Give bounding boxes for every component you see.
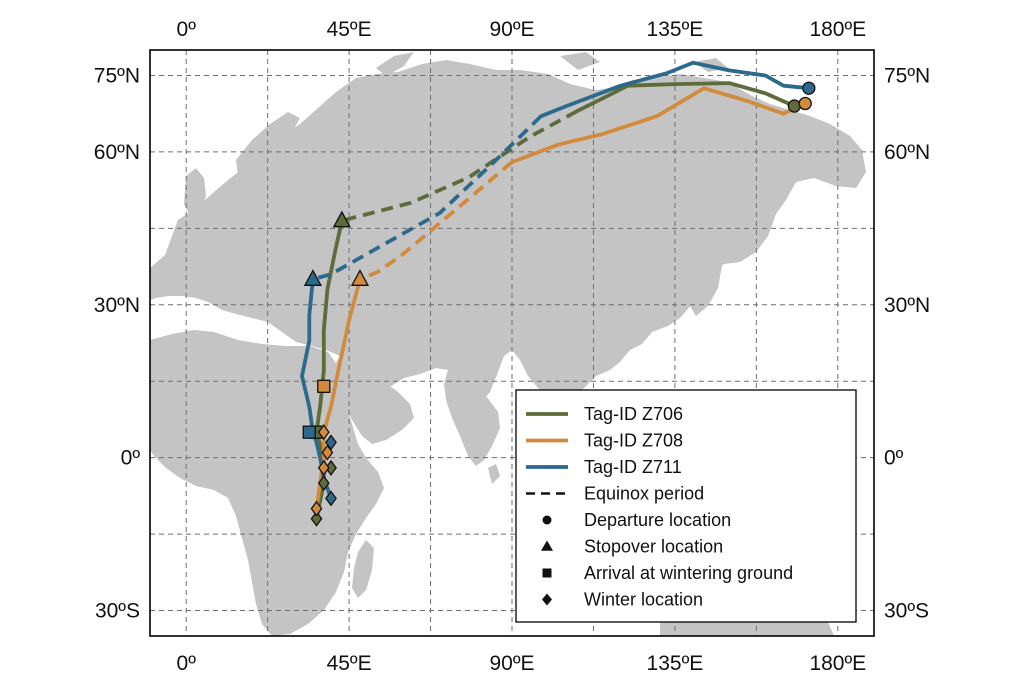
tag-id-z708-winter-marker [317, 424, 330, 441]
tag-id-z706-track [575, 81, 797, 113]
right-latitude-label: 0º [884, 447, 904, 470]
legend-label: Tag-ID Z706 [584, 404, 683, 424]
tag-id-z706-equinox-track [341, 109, 579, 223]
left-latitude-label: 75ºN [94, 64, 140, 87]
legend-label: Arrival at wintering ground [584, 563, 793, 583]
bottom-longitude-label: 90ºE [489, 652, 534, 675]
bottom-longitude-label: 0º [177, 652, 197, 675]
bottom-longitude-label: 45ºE [327, 652, 372, 675]
sri-lanka-landmass [488, 464, 500, 484]
tag-id-z708-equinox-track [359, 160, 514, 282]
tag-id-z711-equinox-track [312, 114, 543, 282]
tag-id-z708-winter-marker [317, 459, 330, 476]
plot-frame [149, 49, 875, 637]
tag-id-z708-stopover-marker [350, 269, 370, 286]
arabia-landmass [334, 356, 414, 444]
legend-circle-symbol [542, 515, 552, 525]
right-latitude-label: 30ºN [884, 294, 930, 317]
tag-id-z711-departure-marker [802, 81, 816, 95]
legend-label: Tag-ID Z711 [584, 457, 682, 477]
left-latitude-label: 60ºN [94, 141, 140, 164]
severnaya-zemlya-landmass [560, 52, 600, 70]
legend-triangle-symbol [541, 540, 553, 551]
right-latitude-label: 60ºN [884, 141, 930, 164]
legend-label: Winter location [584, 590, 703, 610]
left-latitude-label: 30ºN [94, 294, 140, 317]
india-landmass [444, 370, 500, 466]
top-longitude-label: 90ºE [489, 18, 534, 41]
legend: Tag-ID Z706 Tag-ID Z708 Tag-ID Z711 Equinox… [515, 389, 857, 623]
novaya-zemlya-landmass [376, 52, 414, 76]
top-longitude-label: 135ºE [647, 18, 704, 41]
eurasia-landmass [150, 60, 866, 404]
madagascar-landmass [352, 540, 374, 598]
japan-landmass [690, 258, 722, 316]
tag-id-z708-departure-marker [798, 96, 812, 111]
legend-diamond-symbol [542, 593, 552, 606]
legend-label: Stopover location [584, 537, 723, 557]
location-markers [302, 81, 816, 527]
tag-id-z708-winter-marker [310, 500, 323, 517]
tag-id-z706-stopover-marker [332, 210, 351, 228]
right-latitude-label: 30ºS [884, 600, 929, 623]
tag-id-z708-track [510, 86, 808, 165]
legend-label: Tag-ID Z708 [584, 431, 683, 451]
africa-landmass [150, 330, 384, 636]
legend-label: Departure location [584, 510, 731, 530]
bottom-longitude-label: 135ºE [647, 652, 704, 675]
tag-id-z706-winter-marker [310, 510, 323, 527]
tag-id-z708-track [314, 277, 362, 511]
bottom-longitude-label: 180ºE [809, 652, 866, 675]
tag-id-z711-track [539, 60, 811, 119]
tag-id-z706-departure-marker [787, 99, 802, 113]
british-isles-landmass [184, 168, 206, 216]
legend-square-symbol [542, 568, 552, 578]
top-longitude-label: 0º [177, 18, 197, 41]
left-latitude-label: 0º [121, 447, 141, 470]
right-latitude-label: 75ºN [884, 64, 930, 87]
migration-tracks [300, 60, 811, 521]
axis-tick-labels: 0º 0º 45ºE 45ºE 90ºE 90ºE 135ºE 135ºE 180ºE 180ºE… [94, 18, 930, 675]
tag-id-z706-winter-marker [317, 475, 330, 492]
legend-label: Equinox period [584, 484, 704, 504]
tag-id-z708-arrival-marker [317, 379, 331, 393]
tag-id-z711-winter-marker [325, 490, 337, 507]
top-longitude-label: 180ºE [809, 18, 866, 41]
left-latitude-label: 30ºS [95, 600, 140, 623]
tag-id-z711-stopover-marker [303, 269, 322, 286]
legend-box [515, 389, 857, 623]
top-longitude-label: 45ºE [327, 18, 372, 41]
tag-id-z711-arrival-marker [302, 425, 316, 439]
tag-id-z711-winter-marker [325, 434, 337, 451]
tag-id-z708-winter-marker [321, 444, 334, 461]
